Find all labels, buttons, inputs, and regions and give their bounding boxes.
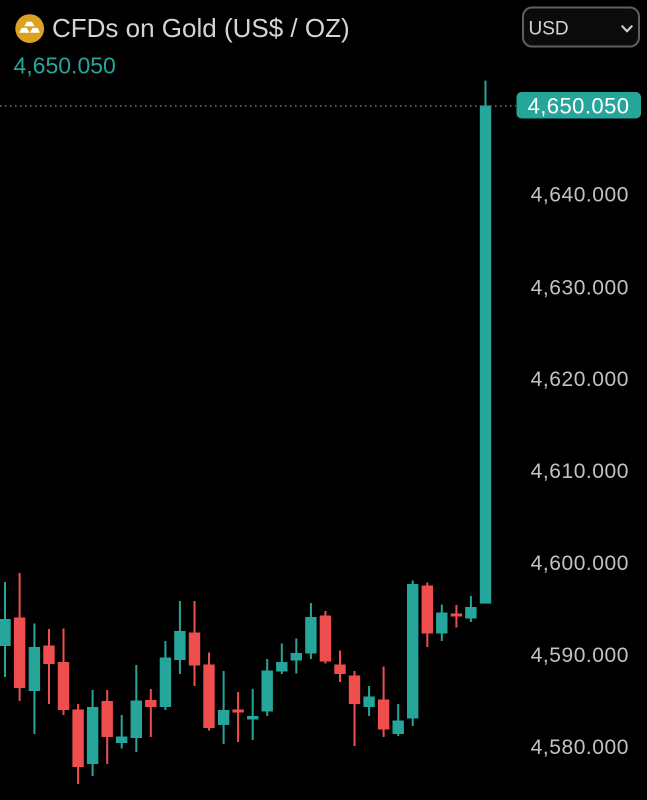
svg-text:USD: USD [529,19,569,40]
svg-text:CFDs on Gold (US$ / OZ): CFDs on Gold (US$ / OZ) [52,13,350,43]
svg-text:4,590.000: 4,590.000 [531,644,629,667]
svg-text:4,620.000: 4,620.000 [531,368,629,391]
svg-text:4,640.000: 4,640.000 [531,184,629,207]
svg-text:4,580.000: 4,580.000 [531,736,629,759]
svg-text:4,610.000: 4,610.000 [531,460,629,483]
svg-text:4,650.050: 4,650.050 [528,94,630,119]
svg-text:4,600.000: 4,600.000 [531,552,629,575]
svg-text:4,650.050: 4,650.050 [14,53,116,79]
svg-text:4,630.000: 4,630.000 [531,277,629,300]
